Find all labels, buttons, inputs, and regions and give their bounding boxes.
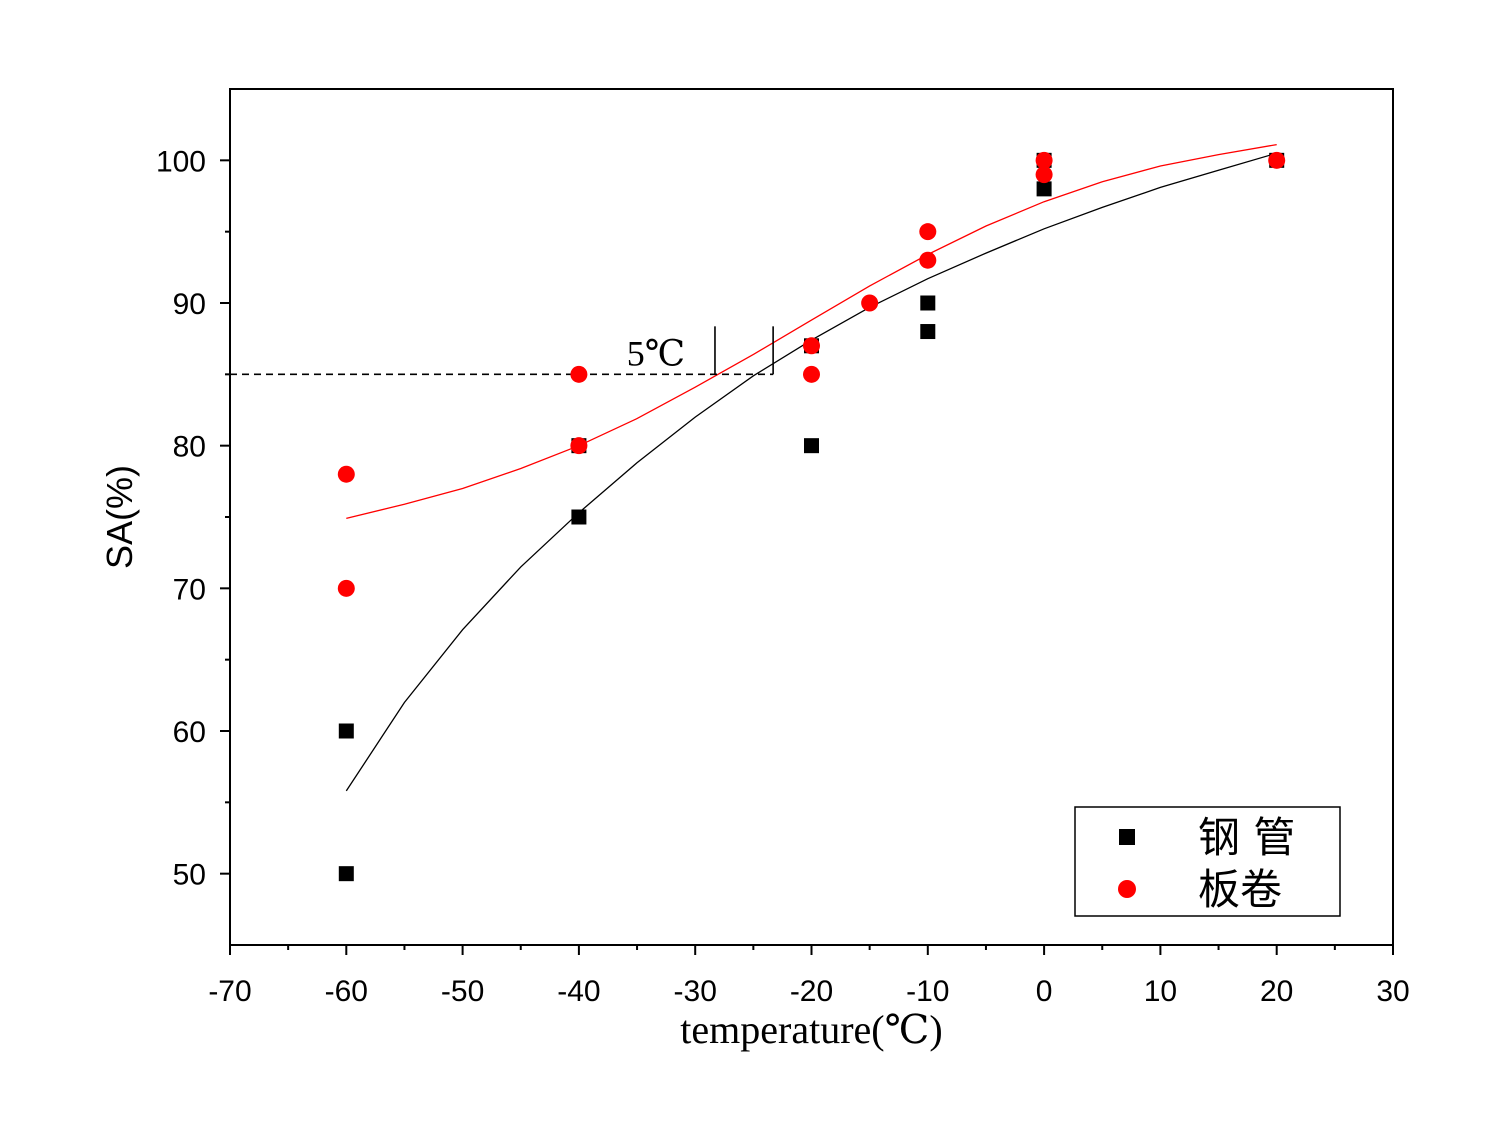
data-points [337,151,1286,882]
axis-ticks: -70 -60 -50 -40 -30 -20 -10 0 10 20 30 50 60 70 80 90 10… [156,145,1410,1008]
point-series-1 [1036,181,1052,197]
legend: 钢 管板卷 [1074,806,1341,917]
x-tick-label: -70 [208,975,251,1008]
x-tick-label: -30 [674,975,717,1008]
y-tick-label: 90 [173,288,206,321]
legend-marker-series-2 [1118,880,1136,898]
point-series-2 [803,337,820,355]
point-series-2 [337,465,355,483]
point-series-2 [570,437,588,455]
legend-box [1074,806,1341,917]
point-series-1 [338,723,354,739]
y-tick-label: 70 [173,573,206,606]
point-series-1 [571,509,587,525]
x-tick-label: -40 [557,975,600,1008]
point-series-1 [804,438,819,454]
point-series-1 [920,324,936,340]
x-tick-label: -10 [906,975,949,1008]
point-series-1 [338,866,354,882]
fit-curve-series-1 [345,152,1277,792]
y-tick-label: 100 [156,145,206,178]
legend-label-series-1: 钢 管 [1198,813,1295,862]
y-axis-title: SA(%) [99,465,140,569]
x-tick-label: -60 [325,975,368,1008]
x-axis-title: temperature(℃) [680,1007,942,1052]
point-series-2 [570,365,588,383]
point-series-2 [1035,166,1053,184]
fit-lines [345,143,1277,792]
legend-marker-series-1 [1119,829,1135,845]
y-tick-label: 50 [173,859,206,892]
x-tick-label: 20 [1260,975,1293,1008]
y-tick-label: 80 [173,431,206,464]
point-series-2 [803,365,820,383]
annotation: 5℃ [230,326,774,376]
fit-curve-series-2 [346,143,1277,520]
point-series-1 [920,295,936,311]
x-tick-label: -50 [441,975,484,1008]
point-series-2 [861,294,879,312]
x-tick-label: 0 [1036,975,1053,1008]
annotation-label: 5℃ [627,333,685,373]
x-tick-label: -20 [790,975,833,1008]
point-series-2 [1268,151,1286,169]
point-series-2 [919,223,937,241]
x-tick-label: 10 [1144,975,1177,1008]
point-series-2 [919,251,937,269]
x-tick-label: 30 [1376,975,1409,1008]
point-series-2 [337,579,355,597]
y-tick-label: 60 [173,716,206,749]
legend-label-series-2: 板卷 [1198,865,1282,914]
point-series-2 [1035,151,1053,169]
